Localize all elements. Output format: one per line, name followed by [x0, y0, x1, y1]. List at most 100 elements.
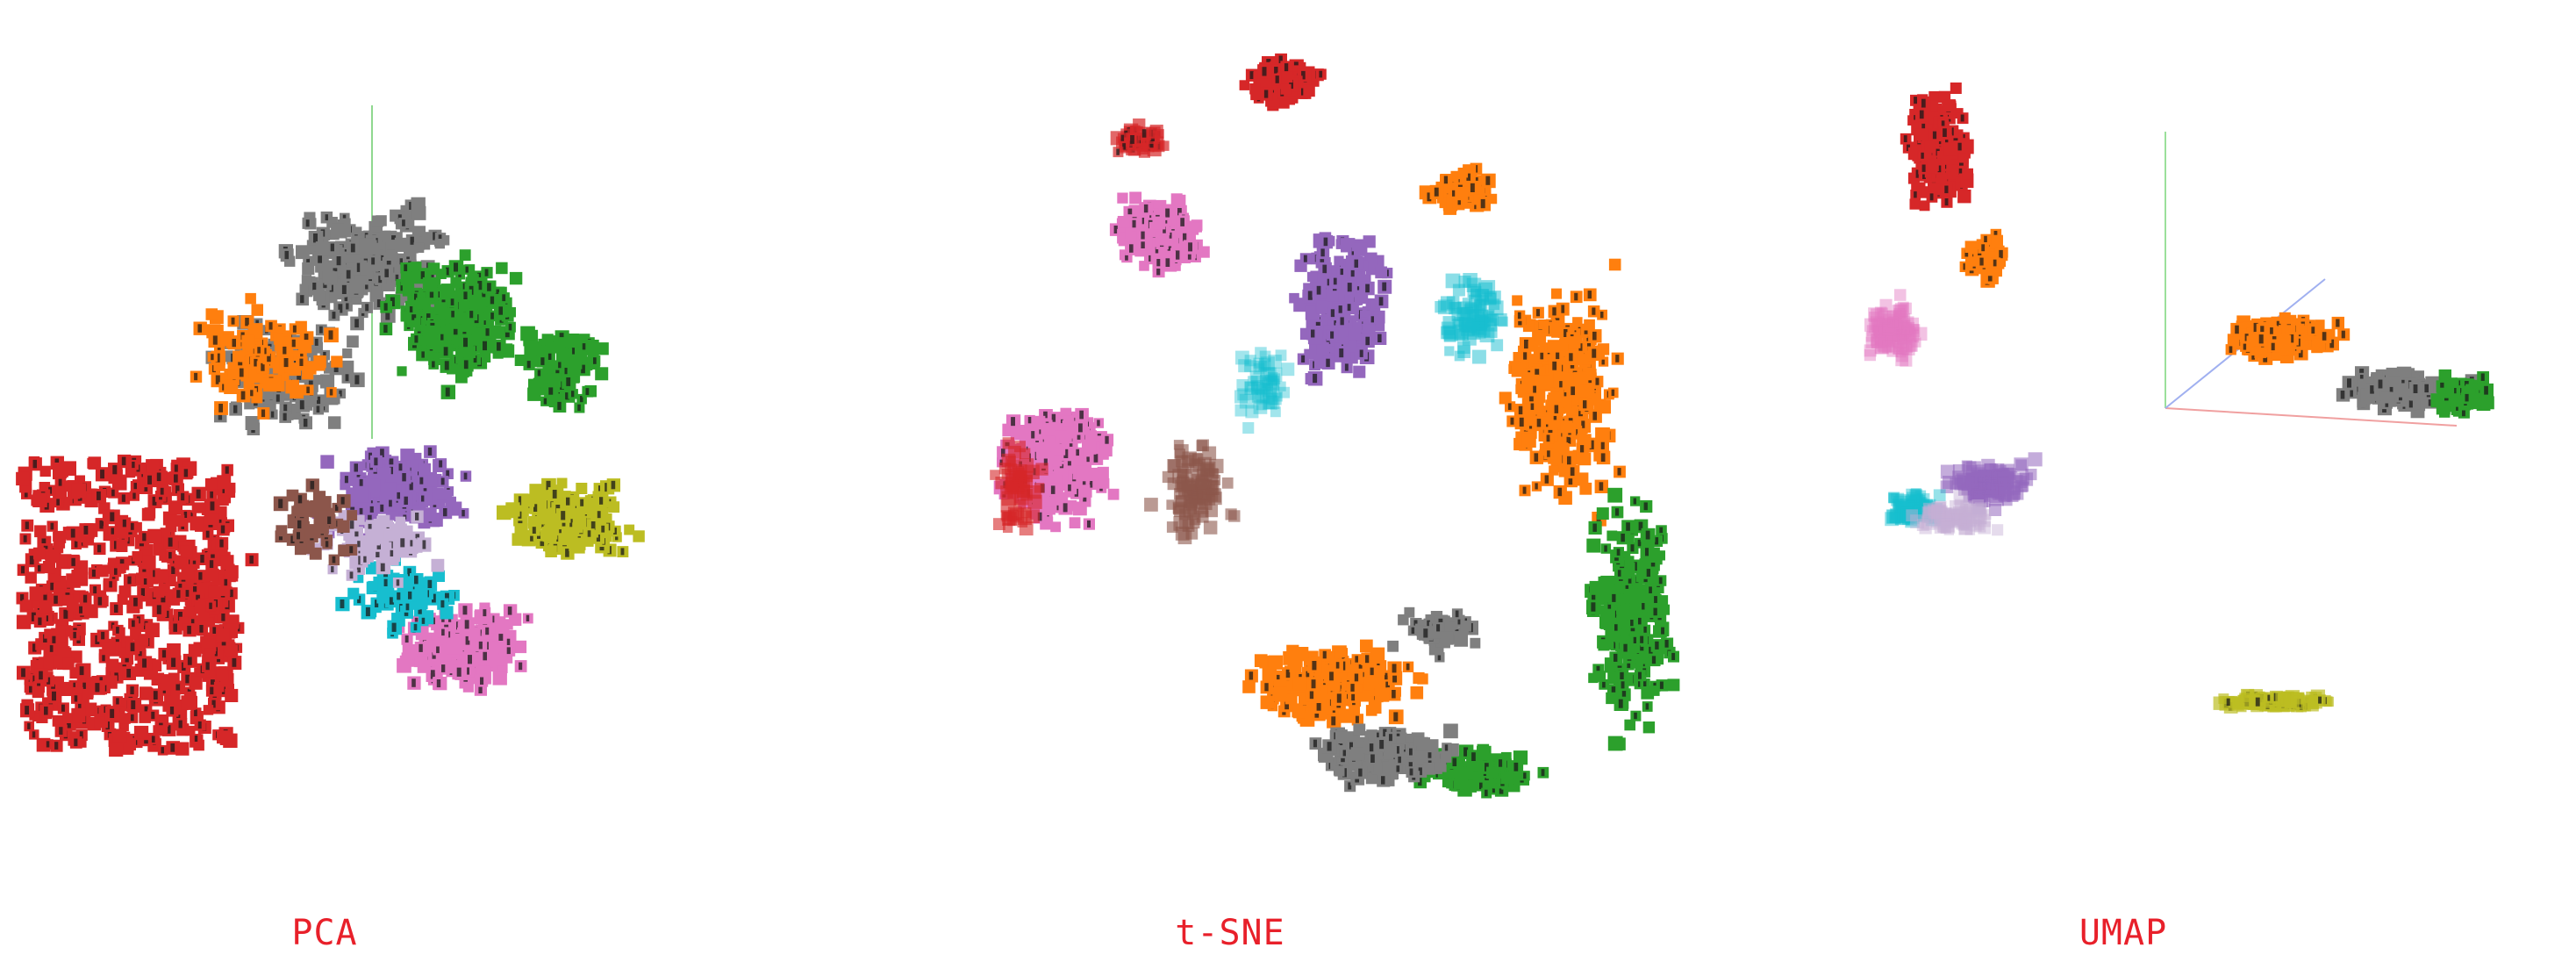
digit-glyph — [427, 447, 433, 456]
digit-glyph — [400, 538, 405, 548]
digit-point — [633, 530, 645, 542]
digit-glyph — [1377, 334, 1382, 342]
digit-glyph — [132, 462, 135, 469]
digit-glyph — [350, 243, 355, 253]
digit-glyph — [316, 406, 320, 413]
digit-glyph — [546, 480, 551, 491]
digit-glyph — [224, 578, 228, 586]
digit-glyph — [566, 497, 570, 506]
digit-glyph — [299, 358, 304, 366]
digit-glyph — [379, 255, 384, 264]
digit-glyph — [462, 510, 465, 517]
digit-glyph — [1262, 67, 1267, 76]
digit-glyph — [462, 283, 467, 290]
digit-point — [320, 374, 335, 389]
digit-glyph — [229, 589, 233, 598]
digit-glyph — [38, 565, 41, 572]
digit-glyph — [1069, 443, 1073, 450]
digit-glyph — [407, 568, 411, 577]
digit-glyph — [300, 295, 304, 304]
digit-glyph — [170, 743, 175, 752]
digit-glyph — [1079, 410, 1084, 420]
digit-glyph — [196, 594, 200, 604]
digit-glyph — [1143, 204, 1148, 213]
digit-glyph — [421, 351, 425, 358]
digit-point — [245, 292, 256, 305]
digit-glyph — [469, 311, 474, 319]
digit-glyph — [357, 541, 361, 548]
digit-point — [217, 730, 230, 744]
digit-point — [94, 714, 108, 729]
digit-glyph — [420, 271, 425, 279]
digit-glyph — [74, 695, 78, 702]
digit-point — [32, 547, 46, 560]
digit-point — [366, 528, 381, 543]
digit-glyph — [405, 603, 410, 611]
digit-glyph — [1149, 140, 1154, 148]
digit-glyph — [363, 556, 367, 563]
digit-glyph — [333, 265, 338, 275]
digit-glyph — [212, 627, 217, 634]
digit-glyph — [257, 347, 261, 354]
digit-point — [402, 644, 417, 658]
digit-point — [326, 292, 338, 304]
digit-glyph — [419, 477, 424, 484]
digit-point — [596, 342, 609, 355]
digit-glyph — [1274, 67, 1278, 75]
digit-point — [132, 550, 143, 562]
digit-point — [115, 527, 127, 539]
digit-glyph — [425, 262, 430, 272]
digit-glyph — [168, 537, 173, 547]
digit-glyph — [219, 539, 224, 548]
digit-point — [547, 373, 562, 388]
digit-point — [145, 622, 160, 637]
digit-glyph — [112, 465, 118, 475]
digit-glyph — [613, 528, 617, 535]
digit-glyph — [357, 595, 361, 604]
digit-point — [181, 566, 196, 580]
digit-glyph — [111, 528, 114, 535]
digit-glyph — [404, 264, 408, 271]
digit-glyph — [441, 617, 445, 624]
digit-point — [19, 600, 32, 613]
digit-point — [44, 628, 54, 639]
digit-glyph — [490, 312, 494, 319]
digit-glyph — [132, 620, 135, 628]
digit-point — [183, 606, 197, 620]
digit-glyph — [52, 635, 56, 643]
digit-point — [576, 483, 588, 494]
digit-glyph — [71, 557, 75, 566]
digit-glyph — [440, 477, 445, 485]
digit-glyph — [79, 606, 82, 614]
digit-glyph — [283, 404, 288, 412]
digit-point — [497, 665, 507, 676]
digit-glyph — [376, 299, 382, 307]
digit-glyph — [569, 519, 573, 528]
digit-glyph — [1051, 413, 1056, 422]
digit-point — [185, 725, 196, 736]
pca-digit-points — [16, 197, 645, 757]
digit-point — [174, 555, 187, 568]
digit-glyph — [419, 643, 423, 652]
digit-point — [505, 502, 520, 517]
digit-glyph — [1165, 208, 1170, 218]
digit-glyph — [441, 664, 446, 672]
digit-glyph — [1120, 134, 1125, 141]
digit-glyph — [454, 262, 458, 272]
digit-glyph — [110, 512, 115, 521]
digit-glyph — [168, 552, 172, 559]
digit-glyph — [52, 691, 56, 701]
digit-glyph — [330, 243, 334, 252]
digit-glyph — [384, 269, 389, 277]
digit-point — [496, 262, 508, 275]
pca-panel — [0, 0, 772, 878]
digit-glyph — [306, 386, 310, 393]
digit-glyph — [1155, 247, 1159, 254]
digit-glyph — [429, 271, 434, 281]
digit-glyph — [395, 274, 399, 282]
digit-point — [62, 713, 73, 723]
digit-glyph — [441, 628, 445, 636]
digit-point — [1054, 443, 1066, 456]
digit-point — [427, 632, 439, 643]
digit-glyph — [161, 747, 164, 754]
